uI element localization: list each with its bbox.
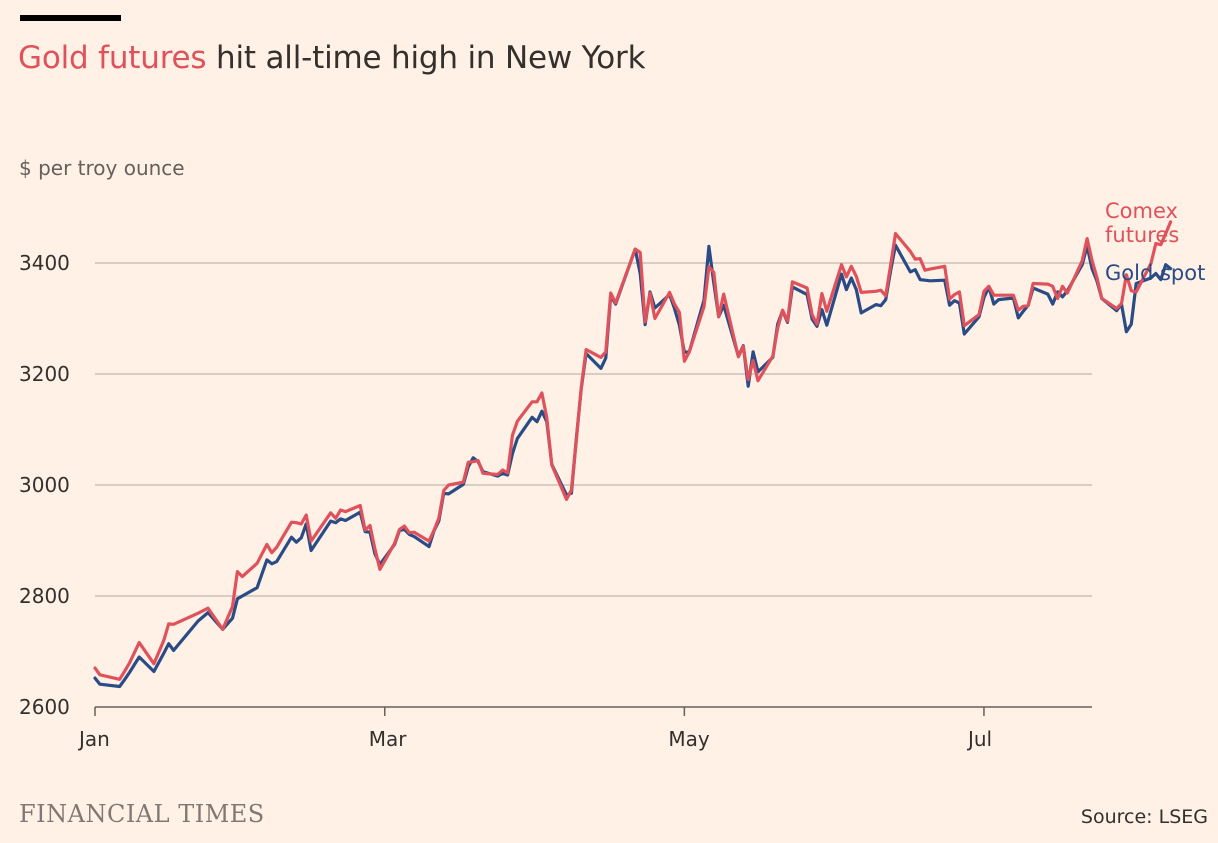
x-tick-label: Jan: [77, 727, 110, 751]
chart-title: Gold futures hit all-time high in New Yo…: [18, 40, 646, 76]
x-tick-label: Mar: [369, 727, 408, 751]
futures-series-label: Comex: [1105, 199, 1178, 223]
gold-spot-line: [93, 243, 1173, 689]
y-axis-unit-label: $ per troy ounce: [19, 156, 185, 180]
y-tick-label: 3400: [19, 251, 70, 275]
y-tick-label: 2800: [19, 584, 70, 608]
futures-series-label-line2: futures: [1105, 223, 1179, 247]
ft-top-rule: [20, 15, 121, 21]
title-highlight: Gold futures: [18, 40, 207, 76]
y-tick-label: 3200: [19, 362, 70, 386]
source-note: Source: LSEG: [1080, 806, 1208, 828]
comex-futures-line: [93, 220, 1173, 681]
y-tick-label: 2600: [19, 695, 70, 719]
x-tick-label: May: [668, 727, 710, 751]
y-tick-label: 3000: [19, 473, 70, 497]
title-rest: hit all-time high in New York: [206, 40, 646, 76]
spot-series-label: Gold spot: [1105, 261, 1205, 285]
ft-logo: FINANCIAL TIMES: [19, 800, 265, 828]
x-tick-label: Jul: [966, 727, 992, 751]
